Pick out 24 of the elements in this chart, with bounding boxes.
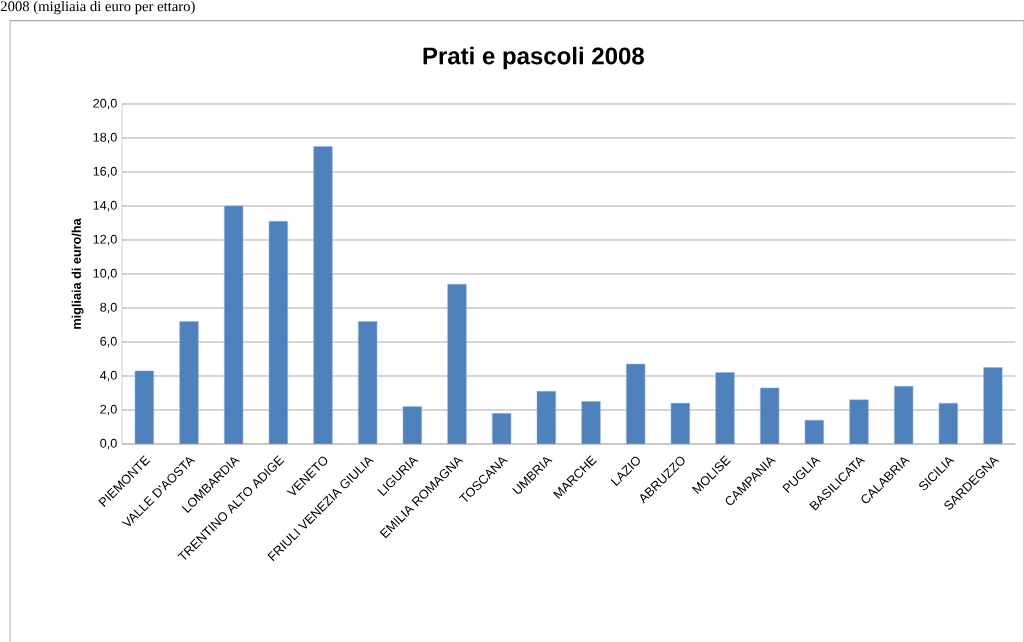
bar: [849, 399, 869, 444]
y-tick-label: 10,0: [93, 268, 117, 280]
y-tick-label: 6,0: [100, 336, 117, 348]
y-tick-label: 4,0: [99, 370, 117, 382]
bar: [313, 146, 333, 444]
bar: [268, 221, 288, 444]
y-tick-label: 12,0: [93, 234, 117, 246]
y-tick-label: 8,0: [100, 302, 117, 314]
bar: [447, 283, 467, 444]
text: 2008 (migliaia di euro per ettaro): [0, 0, 195, 15]
y-axis-title: migliaia di euro/ha: [71, 218, 84, 329]
y-tick-label: 16,0: [93, 166, 117, 178]
bar: [715, 372, 735, 444]
y-tick-label: 14,0: [93, 200, 117, 212]
y-tick-label: 2,0: [100, 404, 117, 416]
y-tick-label: 20,0: [93, 98, 117, 110]
bar: [581, 401, 601, 444]
bar: [983, 367, 1003, 444]
chart-title: Prati e pascoli 2008: [423, 46, 644, 70]
bar: [358, 321, 378, 444]
bar: [224, 205, 244, 444]
bar: [179, 321, 199, 444]
y-tick-label: 0,0: [100, 438, 117, 450]
y-tick-label: 18,0: [93, 132, 117, 144]
